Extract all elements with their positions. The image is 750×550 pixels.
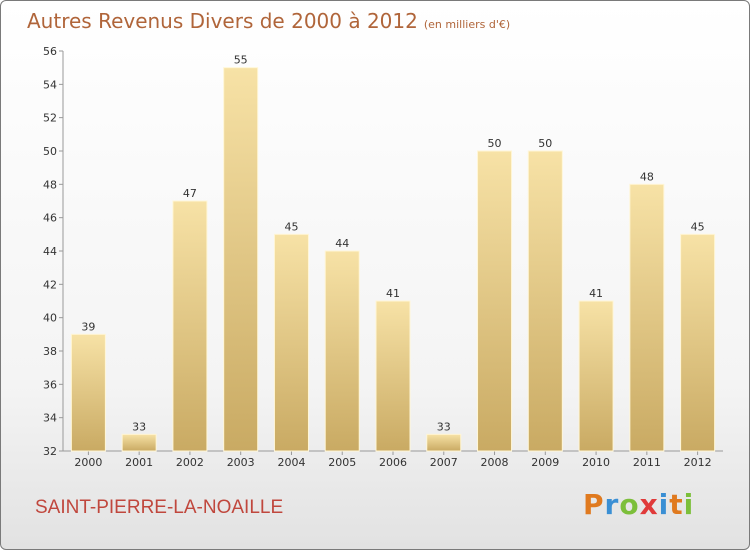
chart-bars: 39 33 47 55 45 44 41 33 50 50 41 48 45 bbox=[70, 54, 716, 452]
x-tick-label: 2007 bbox=[430, 456, 458, 469]
x-tick-label: 2001 bbox=[125, 456, 153, 469]
chart-title: Autres Revenus Divers de 2000 à 2012 (en … bbox=[27, 9, 510, 33]
bar-2002 bbox=[172, 200, 208, 452]
y-tick-label: 52 bbox=[43, 112, 57, 125]
x-tick-label: 2003 bbox=[227, 456, 255, 469]
y-tick-label: 46 bbox=[43, 212, 57, 225]
bar-value-label: 44 bbox=[335, 237, 349, 250]
bar-2012 bbox=[680, 233, 716, 452]
x-tick-label: 2004 bbox=[277, 456, 305, 469]
bar-2010 bbox=[578, 300, 614, 452]
y-tick-label: 56 bbox=[43, 45, 57, 58]
x-tick-label: 2005 bbox=[328, 456, 356, 469]
y-tick-label: 44 bbox=[43, 245, 57, 258]
chart-title-main: Autres Revenus Divers de 2000 à 2012 bbox=[27, 9, 418, 33]
y-tick-label: 50 bbox=[43, 145, 57, 158]
bar-2008 bbox=[477, 150, 513, 452]
bar-2011 bbox=[629, 183, 665, 452]
x-tick-label: 2009 bbox=[531, 456, 559, 469]
bar-value-label: 48 bbox=[640, 170, 654, 183]
x-tick-label: 2010 bbox=[582, 456, 610, 469]
x-tick-label: 2011 bbox=[633, 456, 661, 469]
bar-2009 bbox=[527, 150, 563, 452]
bar-2007 bbox=[426, 433, 462, 452]
y-tick-label: 34 bbox=[43, 412, 57, 425]
bar-value-label: 45 bbox=[691, 220, 705, 233]
y-tick-label: 40 bbox=[43, 312, 57, 325]
bar-2003 bbox=[223, 67, 259, 452]
y-tick-label: 32 bbox=[43, 445, 57, 458]
x-tick-label: 2006 bbox=[379, 456, 407, 469]
y-tick-label: 38 bbox=[43, 345, 57, 358]
bar-value-label: 47 bbox=[183, 187, 197, 200]
commune-name: SAINT-PIERRE-LA-NOAILLE bbox=[35, 497, 284, 518]
y-tick-label: 42 bbox=[43, 278, 57, 291]
proxiti-logo: Proxiti bbox=[583, 488, 695, 521]
y-tick-label: 48 bbox=[43, 178, 57, 191]
chart-title-unit: (en milliers d'€) bbox=[423, 18, 511, 31]
bar-value-label: 33 bbox=[132, 420, 146, 433]
bar-value-label: 50 bbox=[488, 137, 502, 150]
bar-2006 bbox=[375, 300, 411, 452]
bar-value-label: 33 bbox=[437, 420, 451, 433]
bar-value-label: 41 bbox=[589, 287, 603, 300]
y-tick-label: 54 bbox=[43, 78, 57, 91]
bar-value-label: 45 bbox=[284, 220, 298, 233]
bar-2000 bbox=[70, 333, 106, 452]
bar-2004 bbox=[273, 233, 309, 452]
y-tick-label: 36 bbox=[43, 378, 57, 391]
chart-axes: 32 34 36 38 40 42 44 46 48 50 52 54 56 2000 2001 2002 20… bbox=[43, 45, 723, 469]
bar-value-label: 39 bbox=[81, 320, 95, 333]
x-tick-label: 2008 bbox=[481, 456, 509, 469]
x-tick-label: 2002 bbox=[176, 456, 204, 469]
bar-2005 bbox=[324, 250, 360, 452]
x-tick-label: 2012 bbox=[684, 456, 712, 469]
bar-value-label: 55 bbox=[234, 54, 248, 67]
x-tick-label: 2000 bbox=[74, 456, 102, 469]
bar-value-label: 50 bbox=[538, 137, 552, 150]
bar-value-label: 41 bbox=[386, 287, 400, 300]
bar-2001 bbox=[121, 433, 157, 452]
